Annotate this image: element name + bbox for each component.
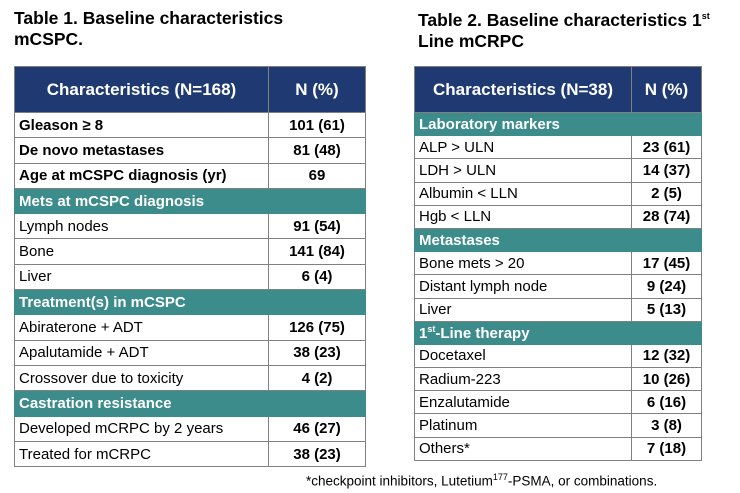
table2-title: Table 2. Baseline characteristics 1st Li… — [418, 9, 710, 51]
row-value: 6 (16) — [631, 390, 702, 415]
table-row: Gleason ≥ 8 101 (61) — [14, 111, 366, 139]
table-row: Liver 5 (13) — [414, 297, 702, 322]
row-value: 81 (48) — [268, 137, 366, 164]
row-value: 38 (23) — [268, 440, 366, 468]
row-value: 101 (61) — [268, 111, 366, 139]
table-row: ALP > ULN 23 (61) — [414, 135, 702, 160]
row-value: 2 (5) — [631, 181, 702, 206]
table-row: Albumin < LLN 2 (5) — [414, 181, 702, 206]
section-label: Treatment(s) in mCSPC — [14, 289, 366, 316]
section-header-row: Laboratory markers — [414, 111, 702, 137]
row-label: Hgb < LLN — [414, 204, 632, 229]
row-value: 4 (2) — [268, 364, 366, 392]
section-header-row: Castration resistance — [14, 390, 366, 417]
table-row: Bone mets > 20 17 (45) — [414, 251, 702, 276]
table-row: Radium-223 10 (26) — [414, 367, 702, 392]
row-label: Enzalutamide — [414, 390, 632, 415]
row-label: Platinum — [414, 413, 632, 438]
row-label: Distant lymph node — [414, 274, 632, 299]
row-label: Gleason ≥ 8 — [14, 111, 269, 139]
table2: Characteristics (N=38) N (%) Laboratory … — [414, 66, 702, 461]
table1-header-n-percent: N (%) — [268, 66, 366, 113]
row-label: De novo metastases — [14, 137, 269, 164]
footnote-text-end: -PSMA, or combinations. — [507, 473, 658, 489]
row-label: Crossover due to toxicity — [14, 364, 269, 392]
footnote-superscript: 177 — [492, 472, 508, 482]
row-label: Liver — [14, 263, 269, 291]
table-row: Others* 7 (18) — [414, 436, 702, 461]
row-label: Liver — [414, 297, 632, 322]
row-label: Bone — [14, 238, 269, 265]
footnote-text: *checkpoint inhibitors, Lutetium — [306, 473, 493, 489]
row-label: Docetaxel — [414, 343, 632, 369]
row-value: 10 (26) — [631, 367, 702, 392]
section-header-row: Mets at mCSPC diagnosis — [14, 187, 366, 215]
section-header-row: 1st-Line therapy — [414, 320, 702, 345]
row-value: 38 (23) — [268, 339, 366, 366]
table2-header-n-percent: N (%) — [631, 66, 702, 113]
table-row: Age at mCSPC diagnosis (yr) 69 — [14, 162, 366, 189]
table2-header-row: Characteristics (N=38) N (%) — [414, 66, 702, 113]
section-header-row: Metastases — [414, 227, 702, 253]
table2-header-characteristics: Characteristics (N=38) — [414, 66, 632, 113]
row-value: 17 (45) — [631, 251, 702, 276]
section-label: Laboratory markers — [414, 111, 702, 137]
table-row: Docetaxel 12 (32) — [414, 343, 702, 369]
section-label: Metastases — [414, 227, 702, 253]
row-value: 14 (37) — [631, 158, 702, 183]
table-row: Treated for mCRPC 38 (23) — [14, 440, 366, 468]
row-value: 6 (4) — [268, 263, 366, 291]
table1-title: Table 1. Baseline characteristics mCSPC. — [14, 8, 284, 49]
row-label: Others* — [414, 436, 632, 461]
row-label: Apalutamide + ADT — [14, 339, 269, 366]
table-row: Abiraterone + ADT 126 (75) — [14, 314, 366, 341]
row-value: 91 (54) — [268, 213, 366, 240]
row-label: Lymph nodes — [14, 213, 269, 240]
table1: Characteristics (N=168) N (%) Gleason ≥ … — [14, 66, 366, 468]
row-value: 28 (74) — [631, 204, 702, 229]
row-value: 23 (61) — [631, 135, 702, 160]
table-row: De novo metastases 81 (48) — [14, 137, 366, 164]
table1-header-characteristics: Characteristics (N=168) — [14, 66, 269, 113]
row-value: 12 (32) — [631, 343, 702, 369]
row-value: 3 (8) — [631, 413, 702, 438]
row-label: Albumin < LLN — [414, 181, 632, 206]
row-label: ALP > ULN — [414, 135, 632, 160]
row-value: 9 (24) — [631, 274, 702, 299]
section-label: Castration resistance — [14, 390, 366, 417]
table-row: Apalutamide + ADT 38 (23) — [14, 339, 366, 366]
section-label: Mets at mCSPC diagnosis — [14, 187, 366, 215]
table-row: Hgb < LLN 28 (74) — [414, 204, 702, 229]
row-label: Developed mCRPC by 2 years — [14, 415, 269, 442]
table-row: Bone 141 (84) — [14, 238, 366, 265]
section-header-row: Treatment(s) in mCSPC — [14, 289, 366, 316]
row-label: Bone mets > 20 — [414, 251, 632, 276]
table-row: Lymph nodes 91 (54) — [14, 213, 366, 240]
row-value: 5 (13) — [631, 297, 702, 322]
table-row: Distant lymph node 9 (24) — [414, 274, 702, 299]
table-row: Enzalutamide 6 (16) — [414, 390, 702, 415]
row-label: Radium-223 — [414, 367, 632, 392]
row-label: LDH > ULN — [414, 158, 632, 183]
section-label: 1st-Line therapy — [414, 320, 702, 345]
table-row: Platinum 3 (8) — [414, 413, 702, 438]
row-label: Abiraterone + ADT — [14, 314, 269, 341]
row-value: 7 (18) — [631, 436, 702, 461]
footnote: *checkpoint inhibitors, Lutetium177-PSMA… — [306, 472, 657, 489]
row-value: 69 — [268, 162, 366, 189]
row-label: Treated for mCRPC — [14, 440, 269, 468]
row-value: 126 (75) — [268, 314, 366, 341]
row-label: Age at mCSPC diagnosis (yr) — [14, 162, 269, 189]
row-value: 46 (27) — [268, 415, 366, 442]
table1-header-row: Characteristics (N=168) N (%) — [14, 66, 366, 113]
row-value: 141 (84) — [268, 238, 366, 265]
table-row: Liver 6 (4) — [14, 263, 366, 291]
table-row: LDH > ULN 14 (37) — [414, 158, 702, 183]
table-row: Crossover due to toxicity 4 (2) — [14, 364, 366, 392]
table-row: Developed mCRPC by 2 years 46 (27) — [14, 415, 366, 442]
